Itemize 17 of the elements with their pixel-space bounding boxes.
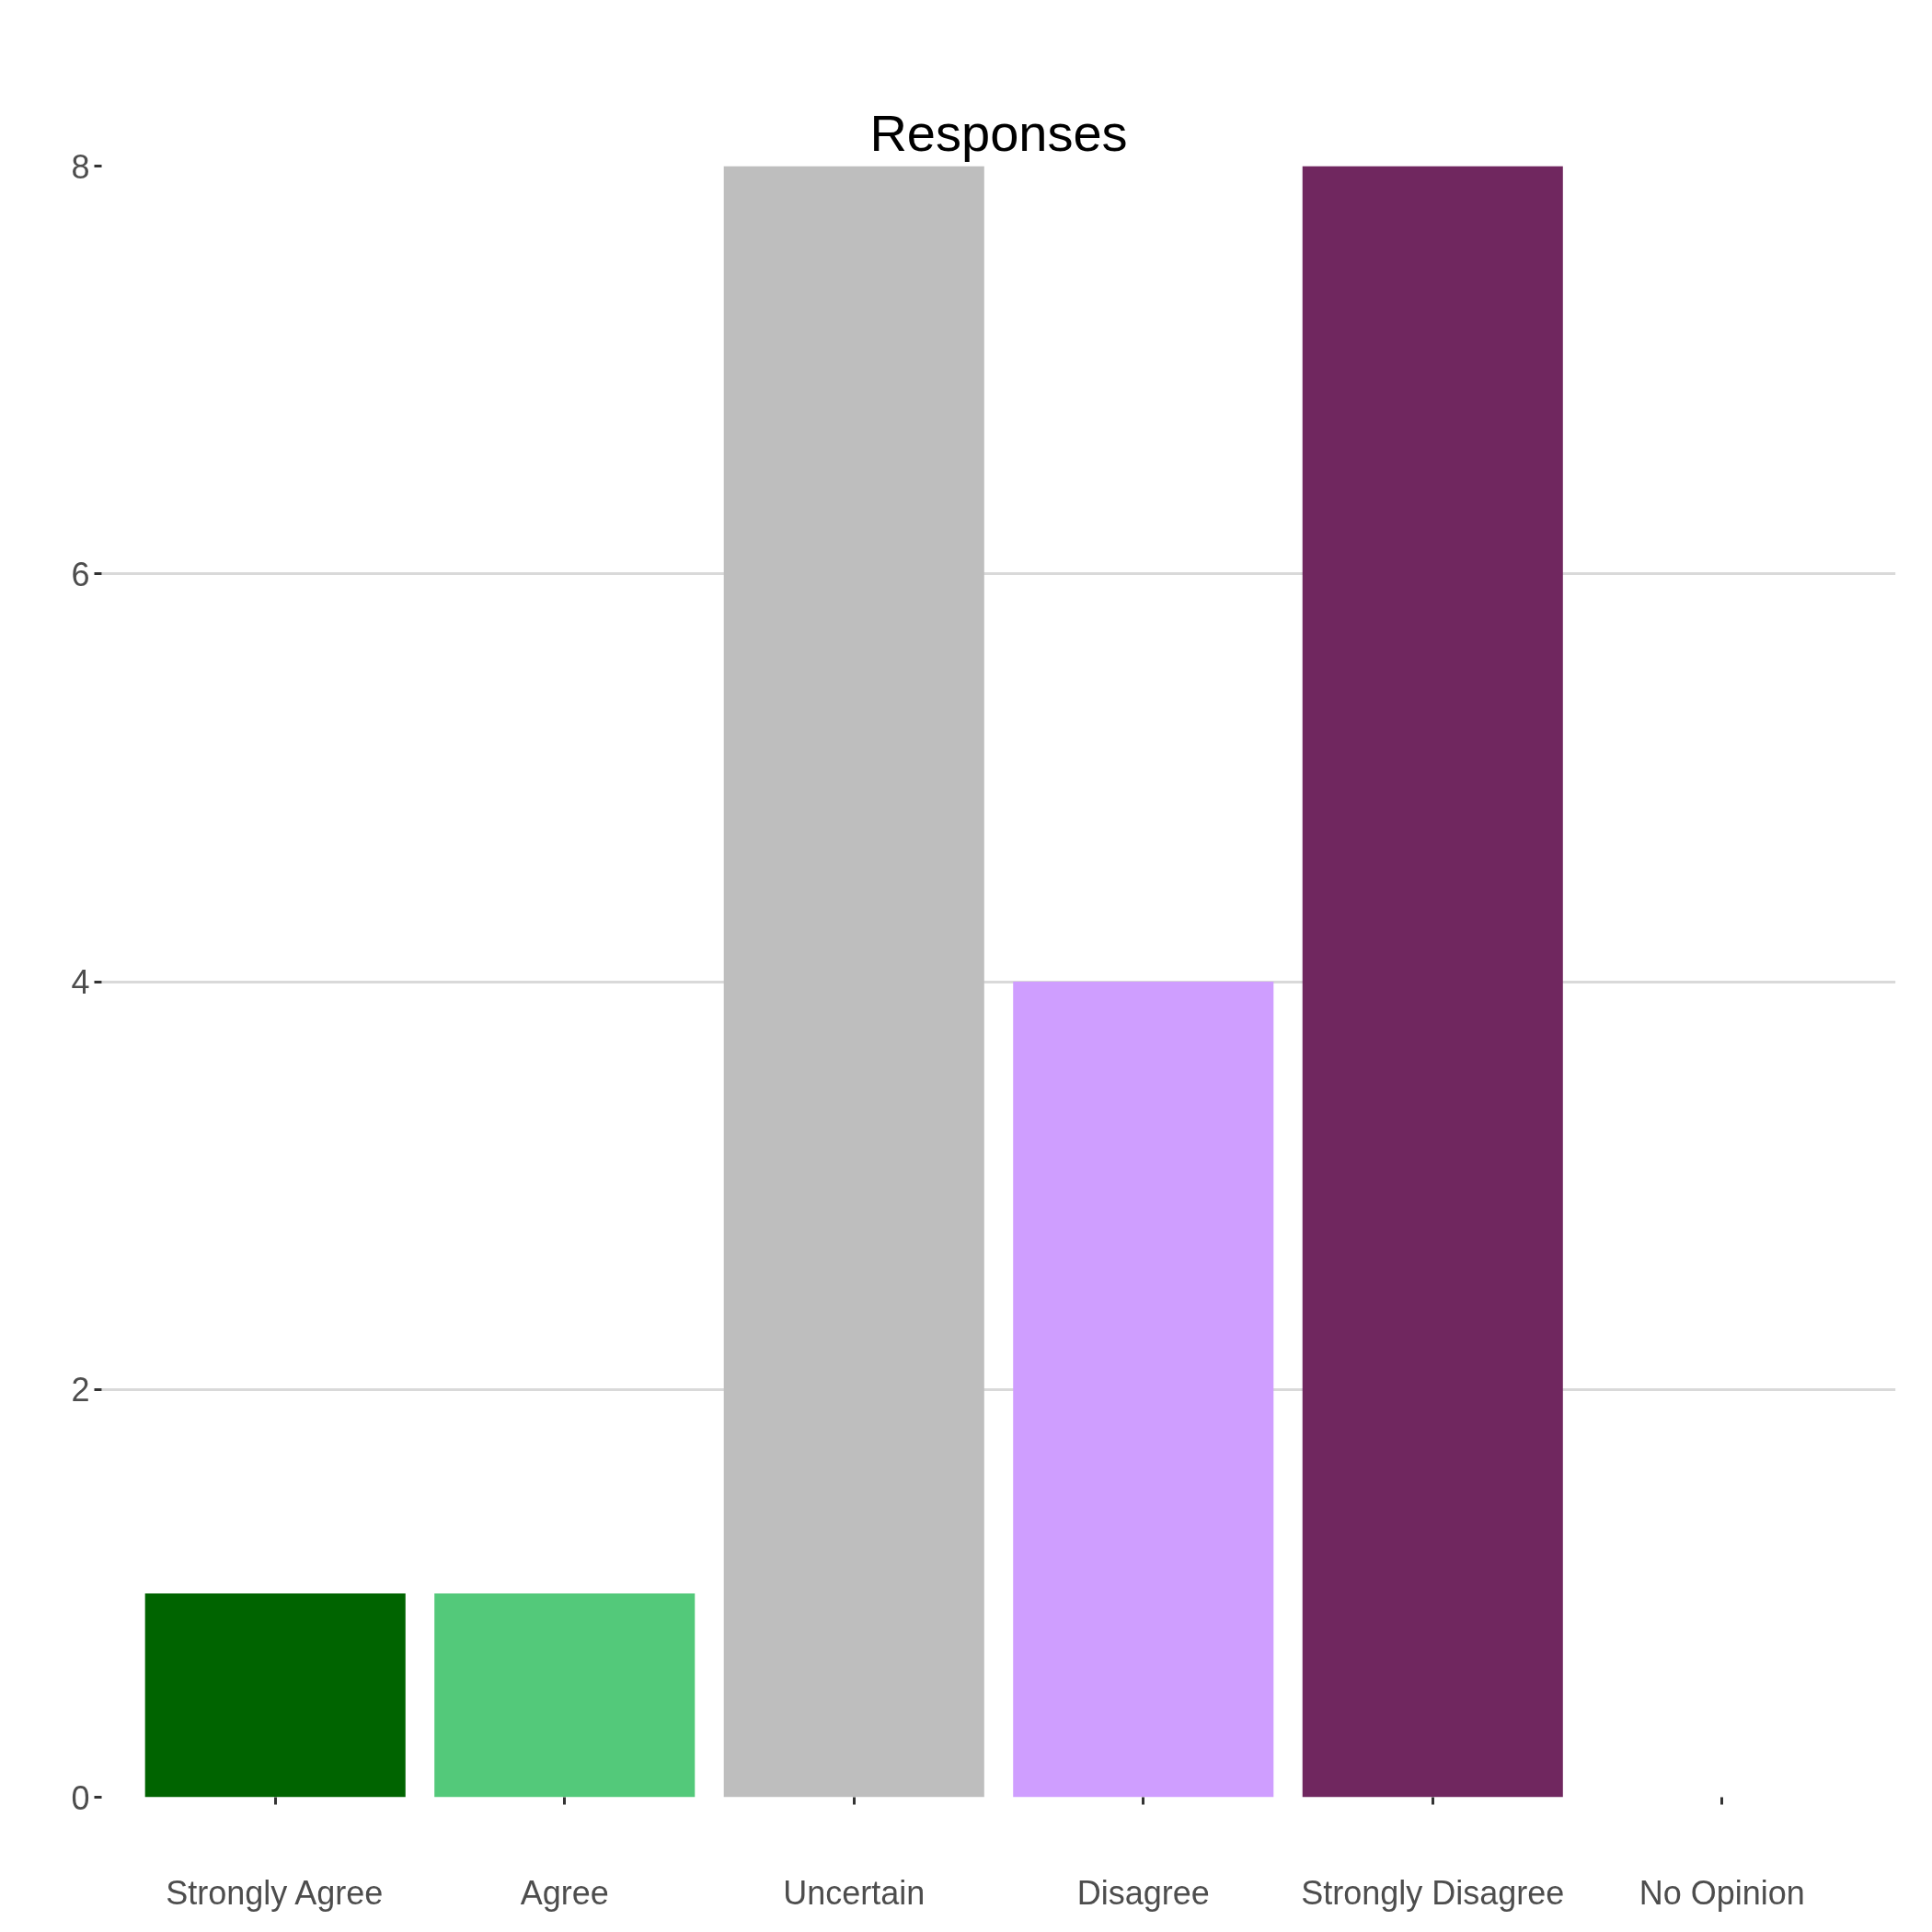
x-tick-label: Disagree — [1076, 1873, 1210, 1912]
bar — [144, 1593, 406, 1798]
chart-title: Responses — [869, 103, 1128, 162]
bar — [1013, 982, 1274, 1798]
y-tick-label: 4 — [71, 963, 90, 1001]
y-tick-label: 0 — [71, 1778, 90, 1817]
bar — [1302, 166, 1563, 1798]
x-tick-label: Strongly Disagree — [1301, 1873, 1565, 1912]
bar — [723, 166, 984, 1798]
x-tick-label: Agree — [520, 1873, 609, 1912]
y-tick-label: 6 — [71, 555, 90, 593]
x-tick-label: Uncertain — [783, 1873, 926, 1912]
y-tick-label: 2 — [71, 1371, 90, 1409]
y-tick-label: 8 — [71, 147, 90, 186]
x-tick-label: Strongly Agree — [166, 1873, 384, 1912]
x-tick-label: No Opinion — [1639, 1873, 1805, 1912]
bar — [434, 1593, 696, 1798]
